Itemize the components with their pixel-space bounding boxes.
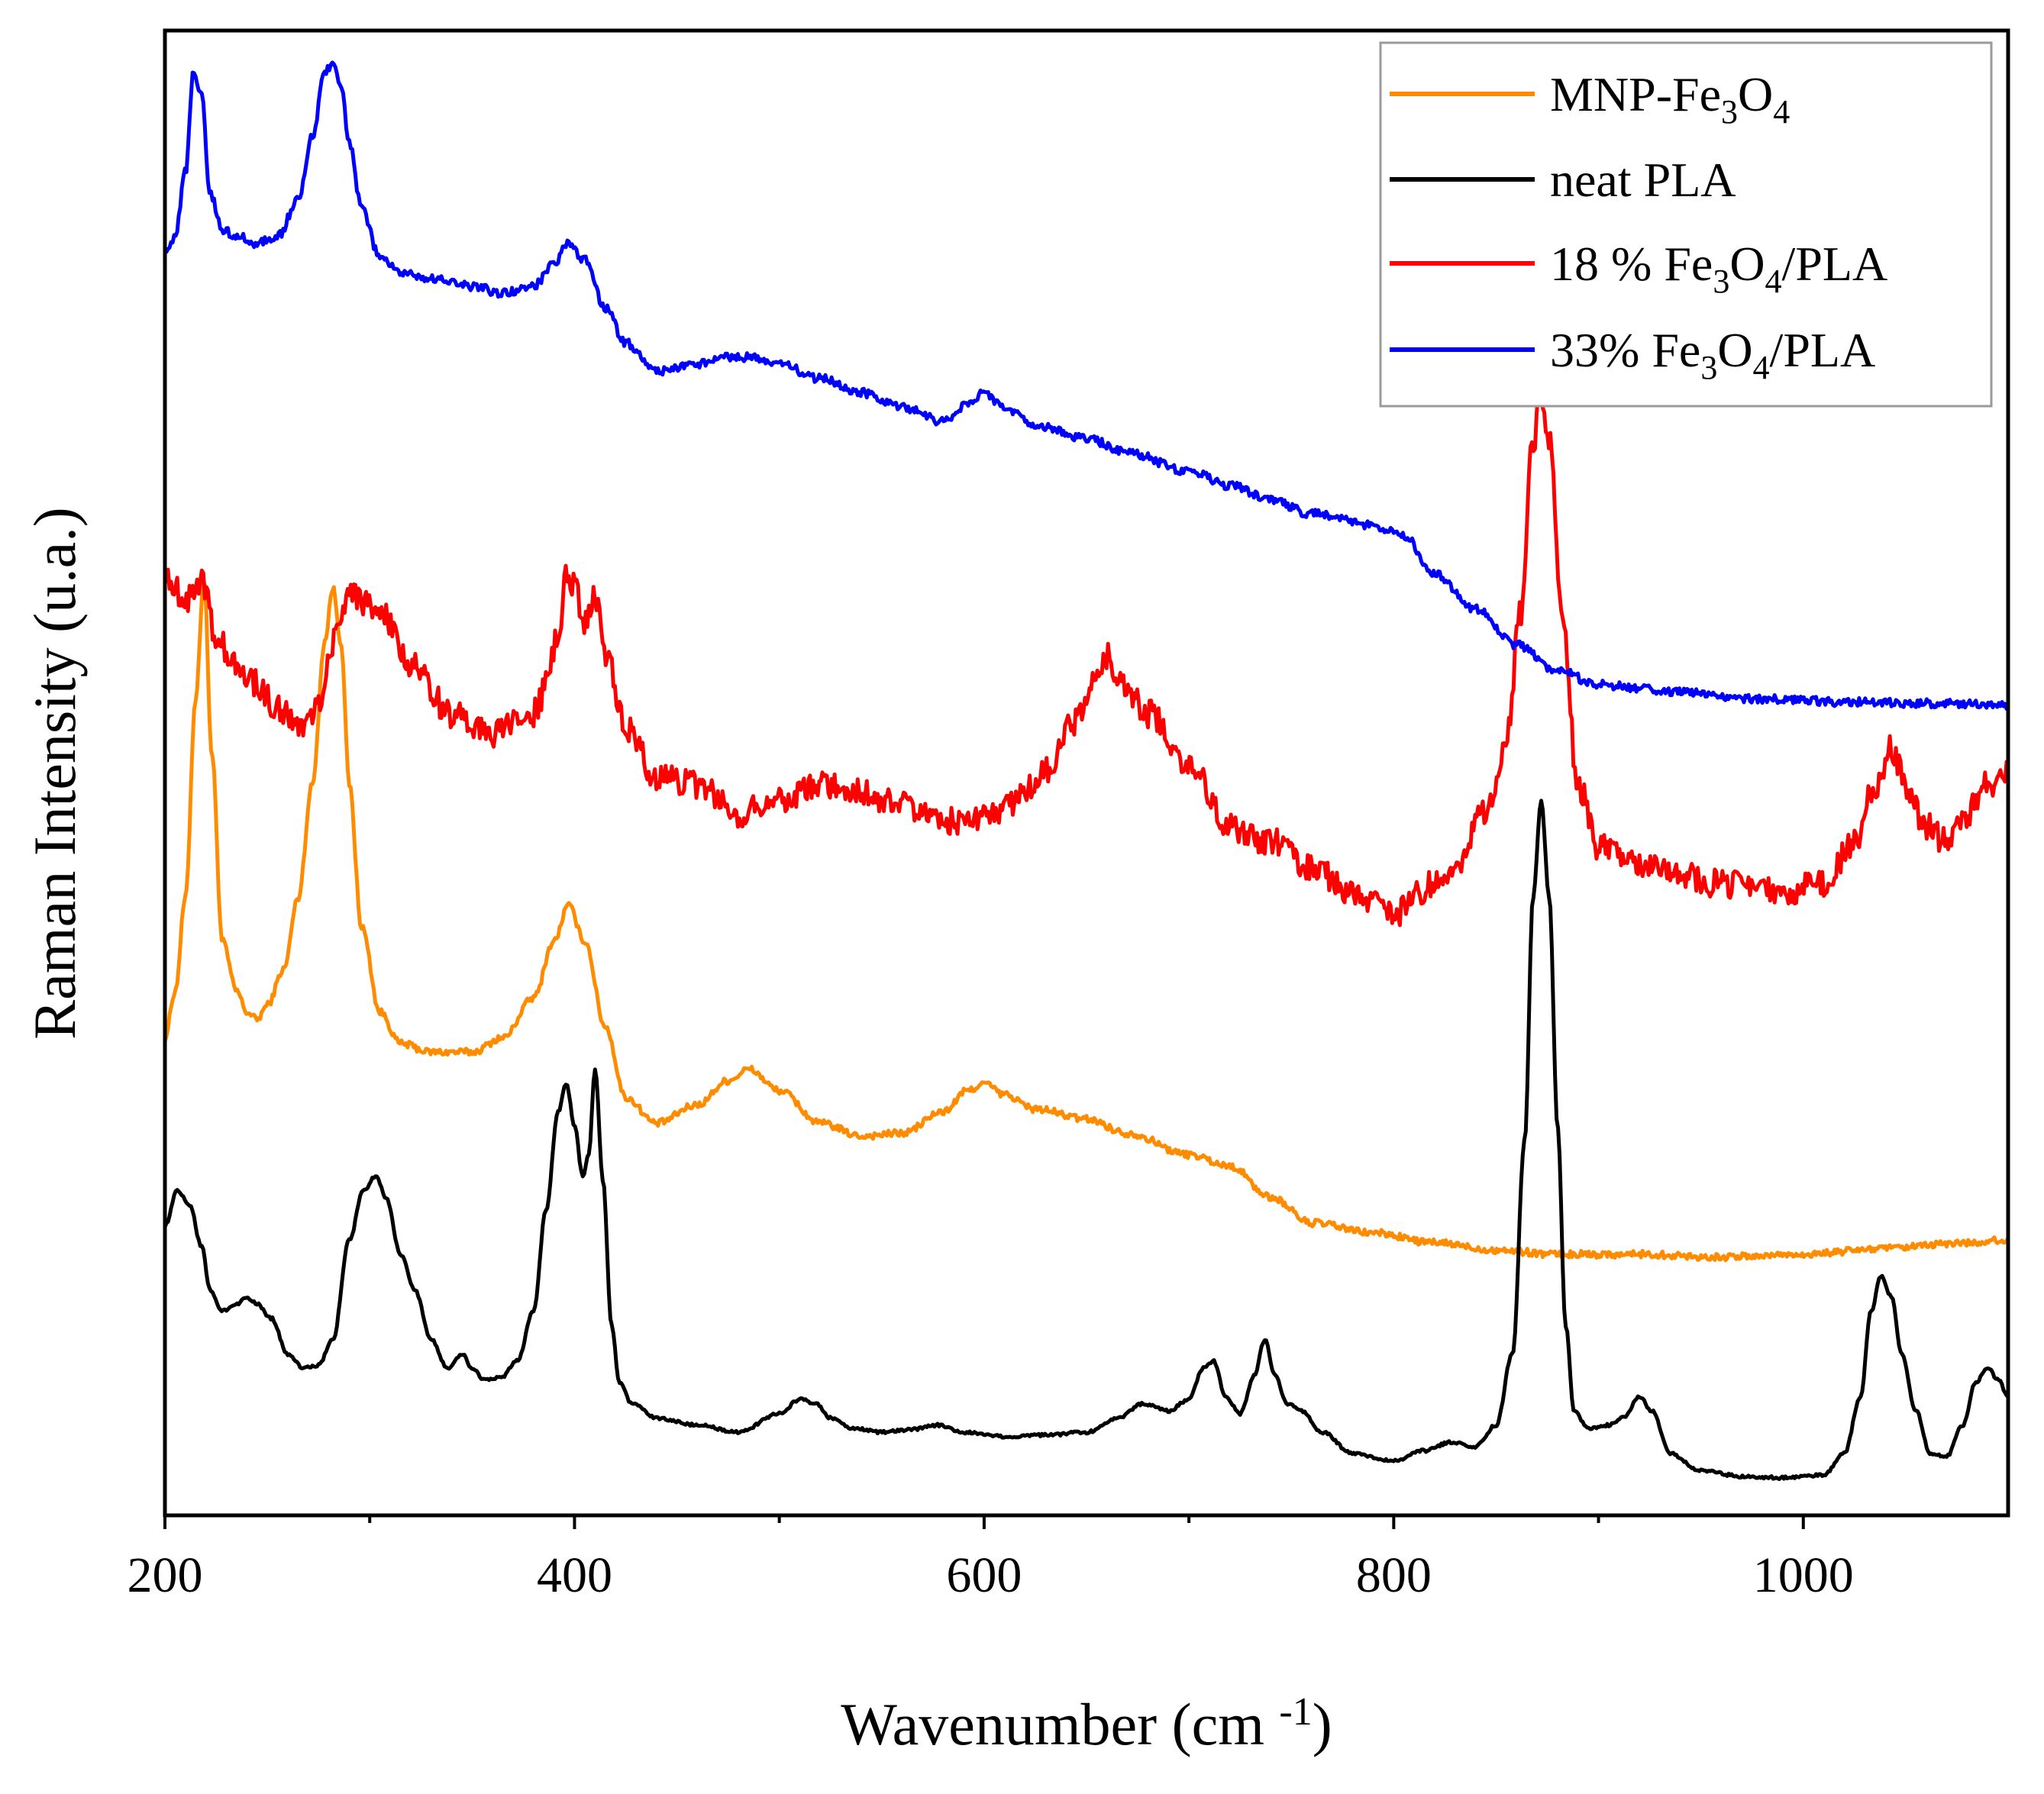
series-line-18-fe3o4-pla bbox=[163, 382, 2010, 928]
x-tick-label-200: 200 bbox=[128, 1547, 203, 1603]
legend-label: 33% Fe3O4/PLA bbox=[1550, 323, 1875, 386]
series-layer bbox=[163, 60, 2010, 1481]
series-line-neat-pla bbox=[163, 799, 2010, 1481]
x-tick-label-1000: 1000 bbox=[1753, 1547, 1854, 1603]
series-line-mnp-fe3o4 bbox=[163, 579, 2010, 1263]
y-axis-title: Raman Intensity (u.a.) bbox=[21, 507, 88, 1039]
x-tick-label-800: 800 bbox=[1356, 1547, 1432, 1603]
x-tick-label-400: 400 bbox=[537, 1547, 612, 1603]
legend-label: neat PLA bbox=[1550, 153, 1736, 207]
legend-box bbox=[1379, 41, 1993, 408]
x-axis-title: Wavenumber (cm -1) bbox=[841, 1690, 1332, 1757]
legend: MNP-Fe3O4 neat PLA 18 % Fe3O4/PLA 33% Fe3O4… bbox=[1379, 41, 1993, 408]
x-tick-label-600: 600 bbox=[946, 1547, 1022, 1603]
legend-label: 18 % Fe3O4/PLA bbox=[1550, 237, 1887, 300]
plot-frame bbox=[163, 28, 2010, 1518]
legend-label: MNP-Fe3O4 bbox=[1550, 67, 1790, 131]
x-axis-ticks: 200 400 600 800 1000 bbox=[128, 1515, 1854, 1603]
series-line-33-fe3o4-pla bbox=[163, 60, 2010, 711]
